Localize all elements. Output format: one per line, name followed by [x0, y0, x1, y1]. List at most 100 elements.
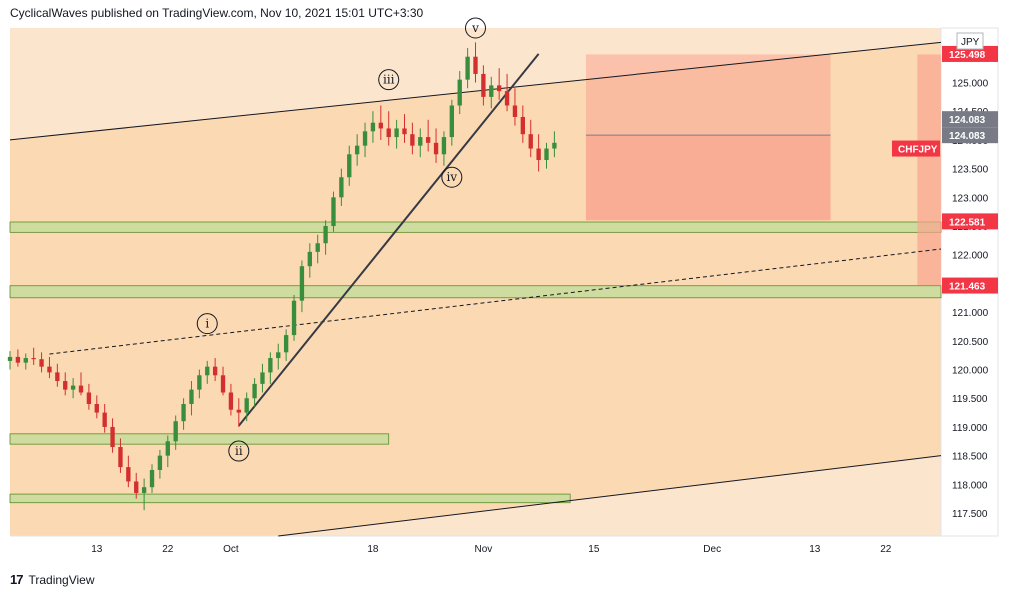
- dashed-trend-line: [49, 248, 942, 355]
- price-label: 121.463: [942, 277, 998, 294]
- wave-circle: [441, 166, 463, 188]
- candle-body: [55, 372, 60, 382]
- support-zone: [9, 493, 571, 504]
- wave-labels: ⅰ ⅱ ⅲ ⅳ ⅴ: [196, 17, 486, 462]
- price-chart[interactable]: ⅰ ⅱ ⅲ ⅳ ⅴ 117.500 118.000 118.500 119.000 119.50…: [0, 0, 1009, 568]
- brand-text: TradingView: [28, 572, 95, 587]
- candle-body: [370, 122, 376, 132]
- candle: [394, 119, 399, 149]
- candle: [78, 372, 84, 396]
- footer: 17 TradingView: [10, 572, 95, 587]
- candle: [94, 395, 99, 419]
- candle-body: [323, 226, 328, 244]
- candle-body: [260, 372, 265, 384]
- candle-body: [283, 335, 289, 353]
- y-tick-label: 118.000: [952, 480, 988, 491]
- candle-body: [63, 381, 68, 390]
- candle: [402, 114, 407, 143]
- candle-body: [7, 356, 13, 361]
- candle: [512, 88, 518, 126]
- wave-label: ⅳ: [441, 166, 463, 188]
- candle: [23, 353, 28, 370]
- candle: [520, 105, 526, 143]
- candle: [212, 358, 218, 382]
- candle: [544, 142, 549, 169]
- candle-body: [244, 398, 249, 413]
- candle-body: [118, 447, 123, 468]
- candle-body: [134, 481, 139, 493]
- candle-body: [181, 403, 186, 422]
- wave-circle: [228, 440, 250, 462]
- price-label-text: 124.083: [949, 131, 986, 142]
- projection-lower: [585, 135, 831, 221]
- candle: [268, 352, 273, 384]
- candle-body: [228, 392, 234, 410]
- wave-circle: [196, 313, 218, 335]
- candle-body: [425, 137, 431, 143]
- tradingview-logo-icon[interactable]: 17: [10, 572, 24, 587]
- right-zone: [917, 54, 941, 286]
- candle-body: [307, 251, 312, 267]
- candle: [370, 111, 376, 143]
- candle-body: [291, 300, 297, 336]
- candle-body: [157, 455, 163, 470]
- candle: [228, 383, 234, 416]
- price-label: 124.083: [942, 111, 998, 128]
- candle: [189, 381, 194, 416]
- price-label-bg: [942, 111, 998, 128]
- candle-body: [141, 487, 147, 493]
- candle: [504, 73, 510, 112]
- y-tick-label: 119.000: [952, 423, 988, 434]
- candle-body: [31, 358, 36, 360]
- currency-tag: JPY: [956, 32, 984, 50]
- candle-body: [189, 389, 194, 404]
- candle-body: [402, 128, 407, 135]
- candle: [457, 71, 462, 115]
- candle-body: [212, 366, 218, 376]
- wave-text: ⅴ: [471, 21, 479, 35]
- candle-body: [315, 243, 320, 252]
- candle: [418, 128, 423, 158]
- candle: [378, 105, 383, 140]
- price-label-bg: [942, 127, 998, 144]
- support-zone: [9, 285, 942, 299]
- candle: [220, 366, 226, 396]
- candle: [299, 260, 305, 313]
- candle-body: [102, 412, 107, 427]
- candle-body: [268, 358, 273, 373]
- candle: [244, 392, 249, 422]
- candle: [473, 42, 478, 83]
- candle: [70, 378, 76, 399]
- y-tick-label: 120.500: [952, 337, 989, 348]
- wave-circle: [378, 69, 400, 91]
- y-tick-label: 125.000: [952, 79, 989, 90]
- candle: [425, 119, 431, 152]
- x-tick-label: 13: [91, 544, 103, 555]
- y-tick-label: 123.000: [952, 193, 989, 204]
- candle-body: [149, 469, 155, 488]
- candle-body: [544, 148, 549, 161]
- candle-body: [78, 385, 84, 393]
- currency-tag-bg: [956, 32, 984, 50]
- x-tick-label: 18: [367, 544, 379, 555]
- candle-body: [481, 73, 486, 97]
- candle: [260, 363, 265, 393]
- candle: [354, 134, 360, 166]
- candle: [47, 356, 52, 379]
- candle-body: [465, 56, 470, 80]
- channel-upper-line: [9, 41, 942, 141]
- candle: [331, 191, 336, 232]
- candle-body: [354, 145, 360, 155]
- price-label: 124.083: [942, 127, 998, 144]
- candle: [536, 134, 541, 172]
- price-label-text: 121.463: [949, 282, 986, 293]
- candle: [15, 349, 21, 367]
- price-label: 122.581: [942, 213, 998, 230]
- y-tick-label: 119.500: [952, 394, 988, 405]
- candle: [31, 347, 36, 365]
- candle: [55, 363, 60, 387]
- candle: [134, 472, 139, 499]
- candle-body: [110, 426, 115, 448]
- candle: [481, 65, 486, 106]
- candle-body: [126, 467, 131, 482]
